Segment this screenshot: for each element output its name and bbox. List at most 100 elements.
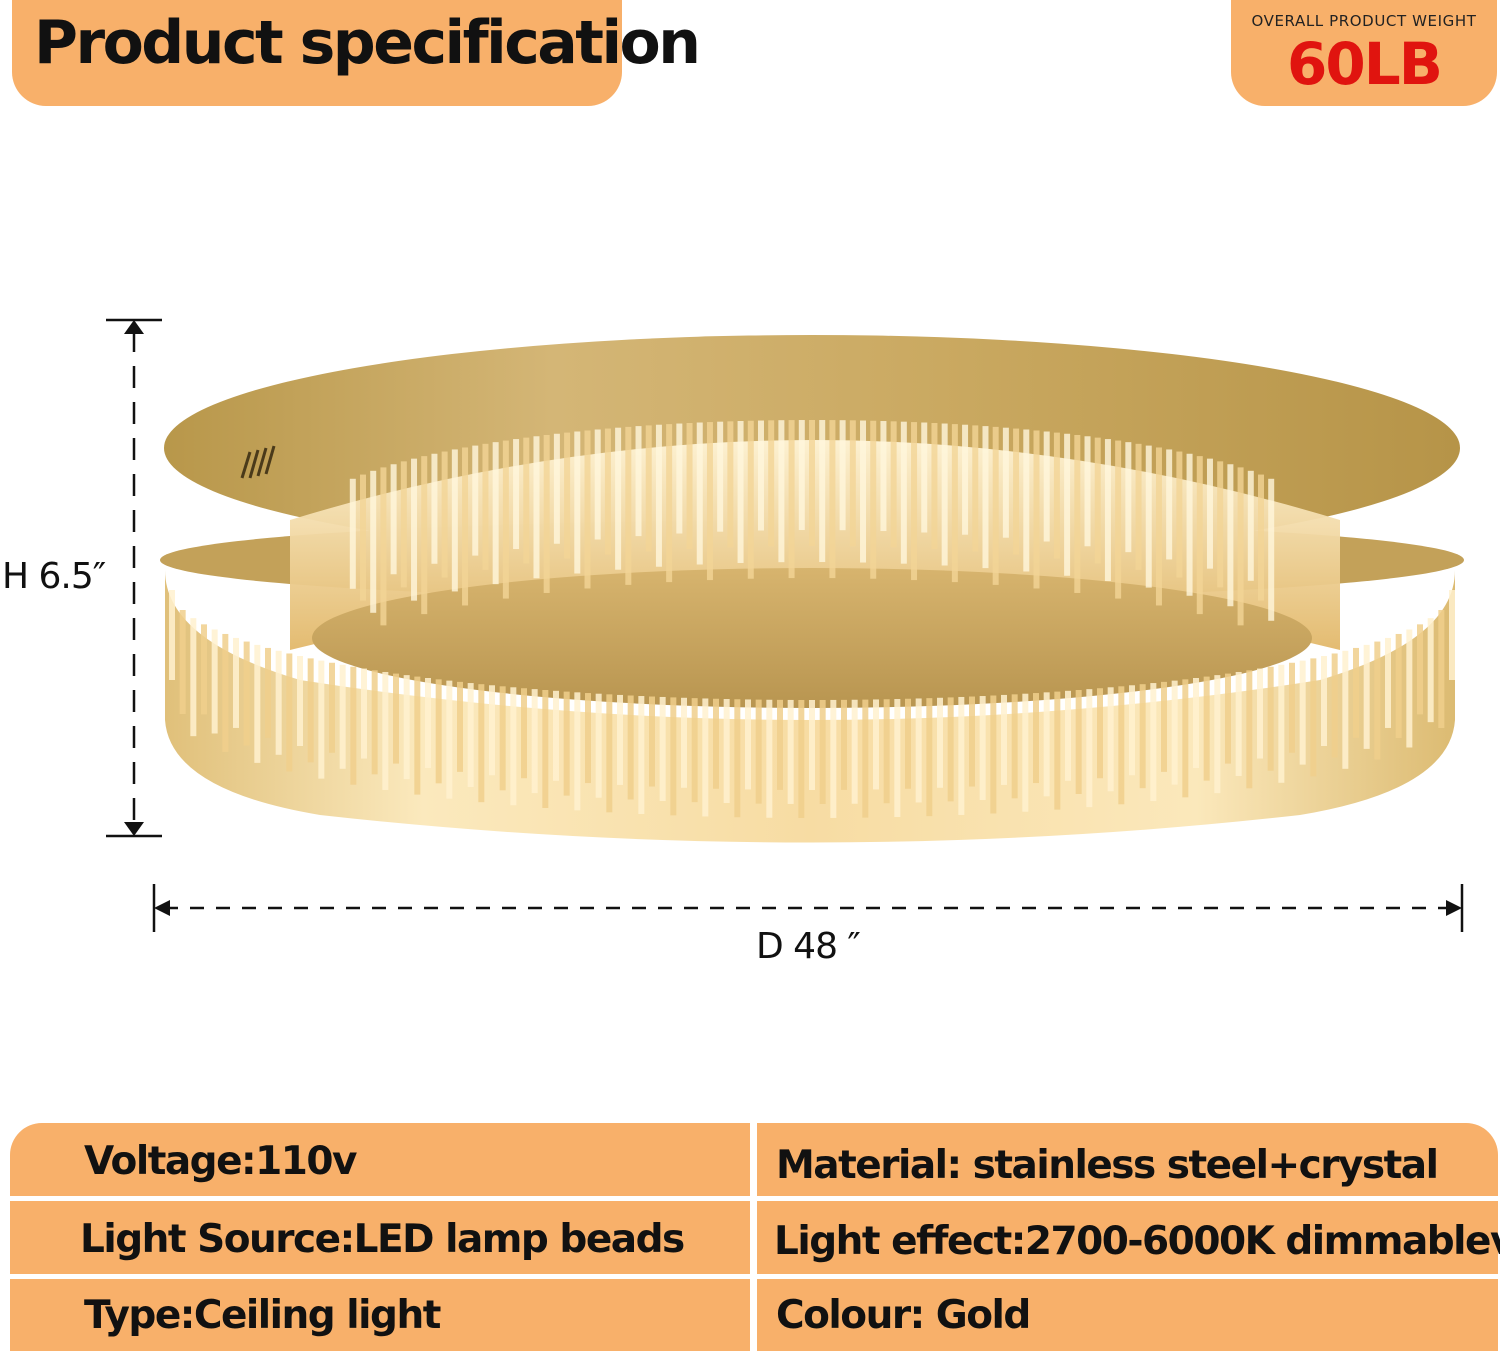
crystal-strand <box>819 699 826 804</box>
crystal-strand <box>723 699 730 804</box>
crystal-strand <box>1075 689 1082 794</box>
crystal-strand <box>1074 434 1081 593</box>
crystal-strand <box>467 683 474 788</box>
crystal-strand <box>1065 690 1071 781</box>
crystal-strand <box>839 420 846 531</box>
crystal-strand <box>870 420 877 579</box>
crystal-strand <box>371 670 378 775</box>
crystal-strand <box>425 678 431 768</box>
crystal-strand <box>681 697 687 788</box>
crystal-strand <box>1104 439 1111 582</box>
page-title: Product specification <box>34 8 701 78</box>
crystal-strand <box>211 629 218 734</box>
front-crystal-strands <box>169 590 1455 818</box>
crystal-strand <box>880 421 887 532</box>
crystal-strand <box>737 421 744 564</box>
crystal-strand <box>1086 689 1093 808</box>
crystal-strand <box>1206 458 1213 569</box>
crystal-strand <box>382 671 389 790</box>
crystal-strand <box>787 699 794 804</box>
crystal-strand <box>361 668 367 759</box>
crystal-strand <box>1289 662 1295 753</box>
vent-grille <box>240 445 276 479</box>
crystal-strand <box>1217 461 1224 588</box>
crystal-strand <box>513 439 520 550</box>
crystal-strand <box>1022 693 1029 812</box>
crystal-strand <box>1002 427 1009 538</box>
crystal-strand <box>969 696 975 787</box>
crystal-strand <box>1107 687 1114 792</box>
crystal-strand <box>1161 681 1167 772</box>
crystal-strand <box>798 699 805 818</box>
crystal-strand <box>584 430 591 589</box>
crystal-strand <box>645 425 652 552</box>
crystal-strand <box>982 426 989 569</box>
crystal-strand <box>1155 447 1162 606</box>
crystal-strand <box>478 684 485 803</box>
crystal-strand <box>635 426 642 537</box>
crystal-strand <box>830 699 837 818</box>
crystal-strand <box>926 698 933 817</box>
crystal-strand <box>1033 693 1039 784</box>
crystal-strand <box>1227 464 1234 607</box>
crystal-strand <box>706 422 713 581</box>
crystal-strand <box>819 420 826 563</box>
crystal-strand <box>1395 633 1402 738</box>
crystal-strand <box>329 662 335 753</box>
crystal-strand <box>755 699 762 804</box>
crystal-strand <box>1094 437 1101 564</box>
crystal-strand <box>594 429 601 540</box>
height-arrow-top <box>124 320 144 334</box>
crystal-strand <box>992 426 999 585</box>
diameter-arrow-right <box>1446 900 1462 916</box>
crystal-strand <box>900 421 907 564</box>
crystal-strand <box>1171 680 1178 785</box>
crystal-strand <box>1182 679 1189 798</box>
crystal-strand <box>543 434 550 593</box>
crystal-strand <box>883 699 890 804</box>
crystal-strand <box>951 424 958 583</box>
crystal-strand <box>595 693 602 798</box>
crystal-strand <box>1257 668 1263 759</box>
spec-light-effect: Light effect:2700-6000K dimmablev <box>774 1219 1500 1264</box>
crystal-strand <box>1342 650 1349 769</box>
crystal-strand <box>1246 670 1253 789</box>
crystal-strand <box>717 421 724 532</box>
crystal-strand <box>747 420 754 579</box>
crystal-strand <box>757 420 764 531</box>
crystal-strand <box>655 424 662 567</box>
crystal-strand <box>696 422 703 565</box>
crystal-strand <box>768 420 775 547</box>
weight-badge: OVERALL PRODUCT WEIGHT 60LB <box>1231 0 1497 106</box>
spec-type: Type:Ceiling light <box>84 1293 441 1338</box>
crystal-strand <box>1193 678 1199 768</box>
crystal-strand <box>1166 449 1173 560</box>
crystal-strand <box>411 458 418 601</box>
crystal-strand <box>1331 653 1338 758</box>
crystal-strand <box>462 447 469 606</box>
diameter-arrow-left <box>154 900 170 916</box>
crystal-strand <box>1084 436 1091 547</box>
crystal-strand <box>499 686 506 791</box>
crystal-strand <box>649 696 655 787</box>
crystal-strand <box>990 695 997 814</box>
crystal-strand <box>638 696 645 815</box>
crystal-strand <box>745 699 751 790</box>
crystal-strand <box>915 698 922 803</box>
crystal-strand <box>809 700 815 790</box>
crystal-strand <box>958 696 965 815</box>
crystal-strand <box>441 451 448 578</box>
crystal-strand <box>201 624 207 715</box>
crystal-strand <box>523 437 530 564</box>
crystal-strand <box>1125 442 1132 553</box>
crystal-strand <box>233 637 239 728</box>
crystal-strand <box>1129 685 1135 776</box>
crystal-strand <box>1013 428 1020 555</box>
crystal-strand <box>1268 478 1275 621</box>
crystal-strand <box>1145 445 1152 588</box>
crystal-strand <box>380 467 387 626</box>
crystal-strand <box>564 432 571 559</box>
crystal-strand <box>1267 666 1274 771</box>
crystal-strand <box>1449 590 1455 680</box>
crystal-strand <box>862 699 869 818</box>
